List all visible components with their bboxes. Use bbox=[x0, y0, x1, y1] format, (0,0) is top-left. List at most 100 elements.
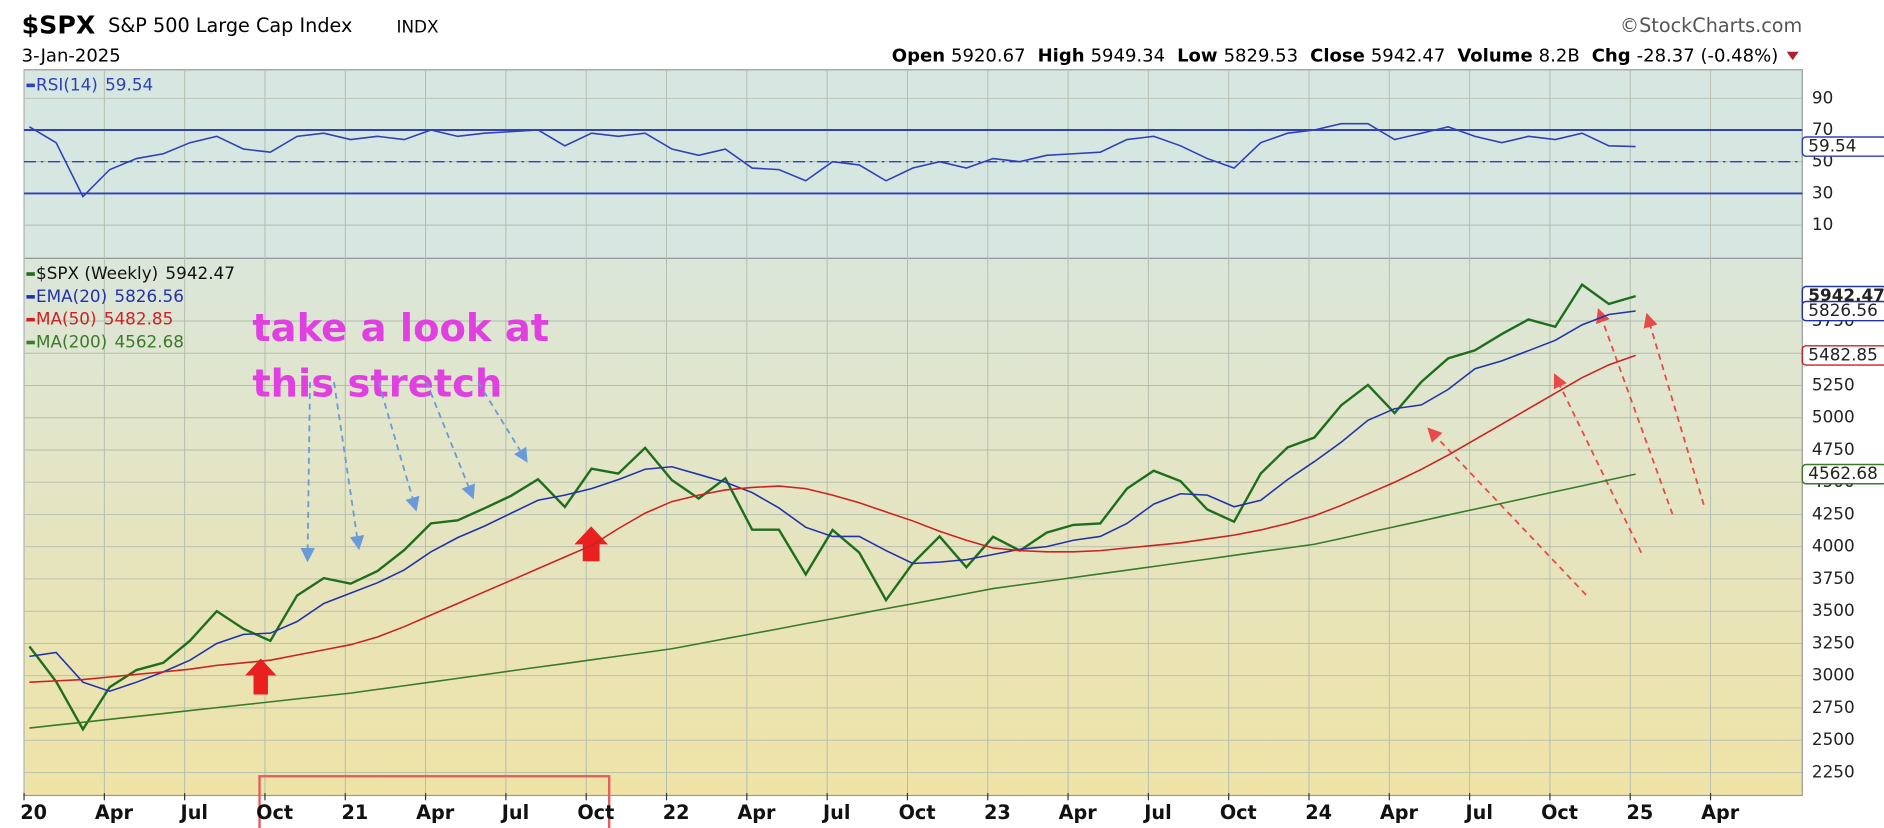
series-line bbox=[29, 354, 1636, 683]
legend-entry: RSI(14) 59.54 bbox=[36, 74, 153, 94]
x-tick-label: Oct bbox=[256, 801, 293, 824]
series-line bbox=[29, 310, 1636, 693]
legend-name: MA(200) bbox=[36, 332, 107, 352]
x-tick-label: Oct bbox=[899, 801, 936, 824]
legend-value: 5942.47 bbox=[165, 263, 235, 283]
y-tick-label: 30 bbox=[1812, 182, 1833, 202]
down-arrow bbox=[1786, 51, 1799, 61]
legend-value: 4562.68 bbox=[114, 332, 184, 352]
price-tag bbox=[1801, 463, 1884, 485]
quote-label: Volume bbox=[1457, 46, 1532, 67]
arrow bbox=[425, 381, 475, 500]
x-tick-label: 24 bbox=[1305, 801, 1332, 824]
y-tick-label: 3250 bbox=[1812, 632, 1855, 652]
legend-entry: MA(200) 4562.68 bbox=[36, 332, 184, 352]
legend-name: MA(50) bbox=[36, 309, 97, 329]
x-tick-label: Apr bbox=[737, 801, 776, 824]
annotation: take a look at this stretch bbox=[245, 306, 1705, 828]
y-tick-label: 10 bbox=[1812, 214, 1833, 234]
x-tick-label: Apr bbox=[1701, 801, 1740, 824]
series-line bbox=[29, 473, 1636, 729]
y-tick-label: 4000 bbox=[1812, 536, 1855, 556]
quote-label: Open bbox=[892, 46, 945, 67]
symbol: $SPX bbox=[22, 11, 96, 40]
x-tick-label: Jul bbox=[1142, 801, 1171, 824]
up-arrow bbox=[245, 658, 277, 695]
price-panel bbox=[23, 257, 1803, 797]
quote-value: 5920.67 bbox=[951, 46, 1026, 67]
legend-value: 59.54 bbox=[105, 74, 153, 94]
price-tag-label: 5942.47 bbox=[1808, 285, 1884, 305]
x-tick-label: Jul bbox=[179, 801, 208, 824]
y-tick-label: 3500 bbox=[1812, 600, 1855, 620]
highlight-box bbox=[258, 775, 611, 828]
x-tick-label: 22 bbox=[663, 801, 690, 824]
x-tick-label: 25 bbox=[1626, 801, 1653, 824]
rsi-panel bbox=[23, 69, 1803, 260]
annotation-text: this stretch bbox=[252, 361, 502, 406]
up-arrow bbox=[574, 526, 608, 562]
y-tick-label: 2250 bbox=[1812, 761, 1855, 781]
quote-value: 5829.53 bbox=[1224, 46, 1298, 67]
x-tick-label: Apr bbox=[416, 801, 455, 824]
y-tick-label: 2500 bbox=[1812, 729, 1855, 749]
date: 3-Jan-2025 bbox=[22, 46, 121, 67]
x-tick-label: Jul bbox=[500, 801, 529, 824]
series-line bbox=[28, 282, 1636, 732]
arrow bbox=[300, 382, 315, 563]
quote-label: Close bbox=[1310, 46, 1365, 67]
x-tick-label: 20 bbox=[20, 801, 47, 824]
quote-line: Open 5920.67 High 5949.34 Low 5829.53 Close 594… bbox=[892, 46, 1778, 67]
arrow bbox=[1596, 308, 1674, 515]
legend-name: RSI(14) bbox=[36, 74, 98, 94]
legend-name: $SPX (Weekly) bbox=[36, 263, 158, 283]
price-tag bbox=[1801, 345, 1884, 366]
price-tag-label: 59.54 bbox=[1808, 136, 1856, 156]
x-tick-label: Jul bbox=[821, 801, 850, 824]
quote-value: 5942.47 bbox=[1371, 46, 1446, 67]
series-line bbox=[29, 122, 1636, 198]
price-tag bbox=[1801, 136, 1884, 157]
y-tick-label: 4750 bbox=[1812, 439, 1855, 459]
price-tag-label: 5482.85 bbox=[1808, 344, 1878, 364]
legend-entry: MA(50) 5482.85 bbox=[36, 309, 173, 329]
quote-value: -28.37 (-0.48%) bbox=[1637, 46, 1779, 67]
price-tag bbox=[1801, 300, 1884, 322]
quote-value: 8.2B bbox=[1539, 46, 1580, 67]
quote-label: Chg bbox=[1592, 46, 1631, 67]
legend-entry: EMA(20) 5826.56 bbox=[36, 286, 184, 306]
y-tick-label: 90 bbox=[1812, 87, 1833, 107]
y-tick-label: 4250 bbox=[1812, 503, 1855, 523]
x-tick-label: Oct bbox=[577, 801, 614, 824]
legend-value: 5826.56 bbox=[114, 286, 184, 306]
x-tick-label: 21 bbox=[342, 801, 369, 824]
price-tag-label: 4562.68 bbox=[1808, 463, 1878, 483]
x-tick-label: Oct bbox=[1220, 801, 1257, 824]
quote-value: 5949.34 bbox=[1091, 46, 1166, 67]
y-tick-label: 5250 bbox=[1812, 374, 1855, 394]
x-tick-label: 23 bbox=[984, 801, 1011, 824]
legend-value: 5482.85 bbox=[104, 309, 174, 329]
y-tick-label: 5000 bbox=[1812, 407, 1855, 427]
x-tick-label: Apr bbox=[1380, 801, 1419, 824]
source: ©StockCharts.com bbox=[1620, 14, 1802, 37]
exchange: INDX bbox=[397, 17, 439, 37]
legend-name: EMA(20) bbox=[36, 286, 107, 306]
x-tick-label: Apr bbox=[95, 801, 134, 824]
x-tick-label: Apr bbox=[1059, 801, 1098, 824]
annotation-text: take a look at bbox=[252, 306, 549, 351]
price-tag-label: 5826.56 bbox=[1808, 300, 1878, 320]
arrow bbox=[477, 381, 528, 463]
legend-entry: $SPX (Weekly) 5942.47 bbox=[36, 263, 235, 283]
y-tick-label: 3000 bbox=[1812, 665, 1855, 685]
y-tick-label: 70 bbox=[1812, 119, 1833, 139]
x-tick-label: Oct bbox=[1541, 801, 1578, 824]
index-name: S&P 500 Large Cap Index bbox=[108, 14, 352, 37]
y-tick-label: 2750 bbox=[1812, 697, 1855, 717]
arrow bbox=[1427, 427, 1587, 596]
y-tick-label: 3750 bbox=[1812, 568, 1855, 588]
quote-label: Low bbox=[1177, 46, 1218, 67]
